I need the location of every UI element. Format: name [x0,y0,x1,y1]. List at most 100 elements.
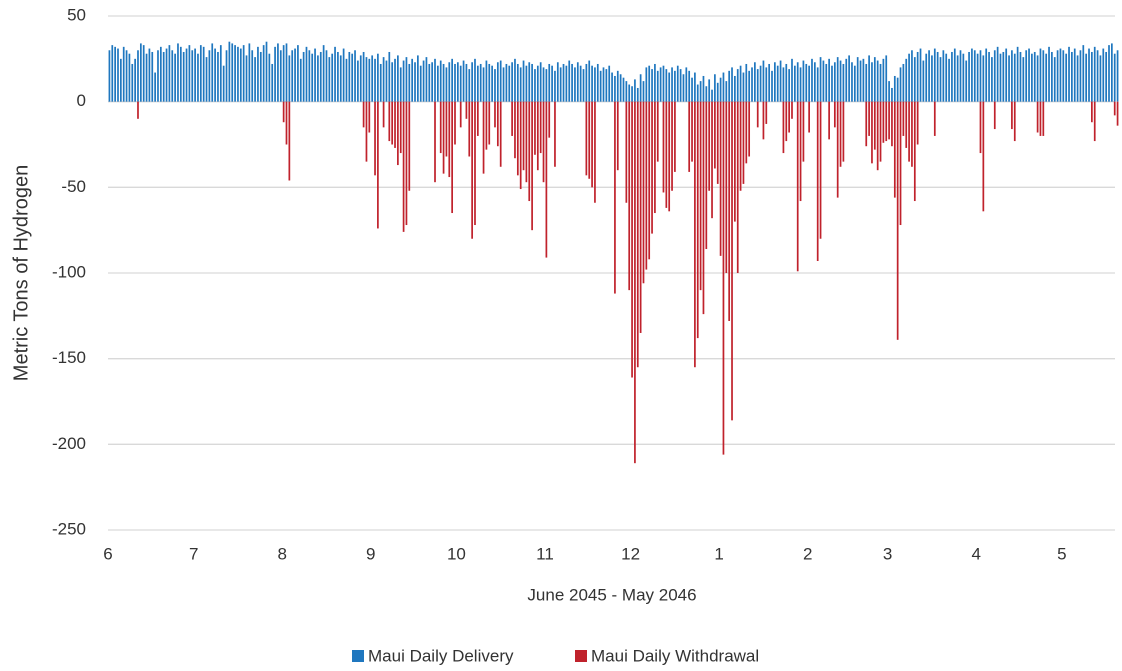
bar [762,101,765,140]
bar [851,62,853,102]
bar [885,101,888,142]
bar [639,101,642,333]
bar [911,50,913,102]
bar [651,101,653,234]
bar [634,101,636,464]
bar [796,62,799,102]
bar [417,55,419,102]
bar [245,55,248,102]
bar [839,60,842,102]
bar [642,81,645,102]
bar [668,72,671,102]
bar [308,50,311,102]
bar [488,101,491,145]
bar [262,45,265,102]
bar [174,53,176,102]
bar [299,58,302,102]
bar [979,101,982,154]
bar [1002,51,1005,102]
bar [365,101,368,162]
x-tick-label: 4 [971,544,980,563]
bar [279,50,282,102]
bar [711,89,713,102]
bar [559,67,562,102]
bar [868,55,870,102]
bar [865,63,868,102]
bar [162,51,165,102]
bar [254,57,256,102]
bar [645,67,648,102]
bar [159,46,162,102]
bar [862,58,865,102]
bar [536,101,539,171]
bar [634,79,636,102]
bar [374,101,376,176]
bar [471,101,473,239]
bar [362,51,365,102]
bar [165,48,168,102]
bar [819,101,822,239]
bar [431,62,434,102]
bar [394,58,396,102]
bar [551,65,553,102]
bar [708,79,711,102]
bar [339,55,342,102]
bar [602,67,605,102]
bar [976,53,979,102]
bar [879,101,882,162]
bar [871,101,873,164]
bar [179,46,182,102]
bar [357,60,359,102]
bar [468,101,471,157]
bar [197,53,199,102]
bar [219,45,222,102]
bar [654,63,656,102]
bar [628,84,631,102]
bar [1093,101,1096,142]
bar [171,50,174,102]
bar [676,65,679,102]
bar [802,60,805,102]
bar [893,101,896,198]
bar [1039,101,1042,136]
bar [311,53,314,102]
y-tick-label: 0 [77,91,86,110]
bar [831,65,833,102]
bar [739,65,742,102]
bar [973,50,976,102]
bar [796,101,799,272]
bar [459,65,462,102]
bar [422,60,425,102]
bar [399,67,402,102]
bar [936,51,939,102]
bar [434,101,436,183]
y-tick-label: -250 [52,519,86,538]
bar [231,43,234,102]
bar [956,55,959,102]
bar [1013,53,1016,102]
bar [545,69,548,102]
bar [185,48,188,102]
bar [465,101,468,119]
bar [568,60,571,102]
bar [748,101,751,157]
bar [257,46,259,102]
bar [968,51,970,102]
bar [785,63,788,102]
bar [1093,46,1096,102]
bar [582,69,585,102]
bar [397,101,399,166]
bar [451,58,453,102]
bar [494,69,496,102]
bar [891,87,893,102]
x-tick-label: 9 [366,544,375,563]
bar [405,101,408,226]
bar [448,62,451,102]
bar [756,69,759,102]
bar [645,101,648,270]
bar [282,45,285,102]
bar [1073,48,1076,102]
bar [119,58,122,102]
bar [239,48,242,102]
legend-swatch [575,650,587,662]
